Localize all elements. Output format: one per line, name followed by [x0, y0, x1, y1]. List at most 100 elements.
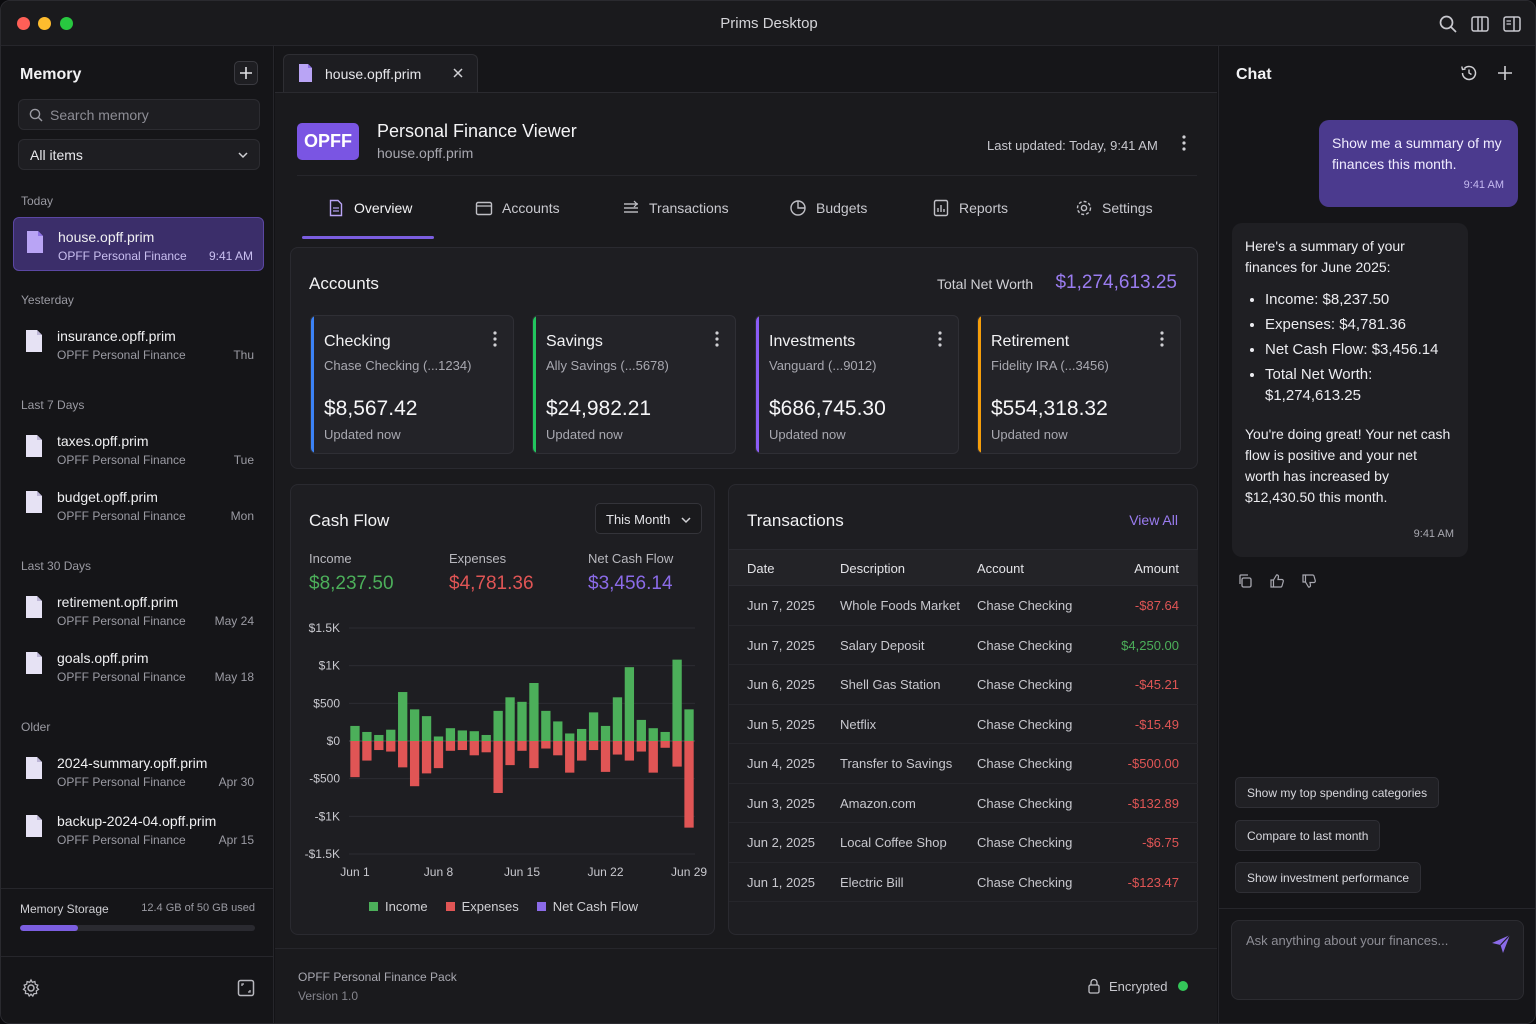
- chat-panel: Chat Show me a summary of my finances th…: [1218, 46, 1535, 1023]
- transfer-icon: [624, 200, 638, 213]
- suggestion-compare-last-month[interactable]: Compare to last month: [1235, 820, 1381, 851]
- tx-account: Chase Checking: [977, 598, 1073, 613]
- tx-amount: -$123.47: [1127, 874, 1179, 890]
- more-options-icon[interactable]: [487, 330, 503, 348]
- expense-bar: [350, 741, 360, 778]
- active-tab-indicator: [302, 236, 434, 239]
- tx-description: Netflix: [840, 716, 877, 732]
- memory-item[interactable]: house.opff.prim OPFF Personal Finance 9:41…: [13, 217, 264, 271]
- account-card-savings[interactable]: Savings Ally Savings (...5678) $24,982.21 U…: [532, 315, 736, 454]
- suggestion-investment-performance[interactable]: Show investment performance: [1235, 862, 1422, 893]
- income-bar: [445, 728, 456, 741]
- tab-budgets[interactable]: Budgets: [789, 176, 867, 240]
- view-all-link[interactable]: View All: [1129, 512, 1178, 528]
- memory-item-time: Apr 30: [218, 775, 254, 789]
- minimize-window-button[interactable]: [38, 17, 51, 30]
- tx-amount: $4,250.00: [1121, 637, 1179, 653]
- send-icon[interactable]: [1490, 933, 1512, 955]
- expense-bar: [648, 741, 658, 773]
- close-icon[interactable]: [451, 66, 465, 80]
- status-dot: [1178, 981, 1188, 991]
- memory-search-input[interactable]: [50, 100, 250, 129]
- document-icon: [26, 596, 42, 618]
- y-tick-label: -$1.5K: [305, 847, 340, 861]
- history-icon[interactable]: [1459, 63, 1479, 83]
- viewer-subtitle: house.opff.prim: [377, 145, 474, 161]
- divider: [1, 888, 274, 889]
- account-card-checking[interactable]: Checking Chase Checking (...1234) $8,567.4…: [310, 315, 514, 454]
- account-name: Retirement: [991, 333, 1070, 350]
- table-row[interactable]: Jun 7, 2025 Salary Deposit Chase Checking $…: [729, 626, 1198, 665]
- memory-item[interactable]: goals.opff.prim OPFF Personal Finance May …: [13, 639, 264, 693]
- more-options-icon[interactable]: [1154, 330, 1170, 348]
- memory-item[interactable]: insurance.opff.prim OPFF Personal Finance…: [13, 317, 264, 371]
- income-bar: [660, 731, 670, 741]
- memory-item[interactable]: taxes.opff.prim OPFF Personal Finance Tue: [13, 422, 264, 476]
- file-tab[interactable]: house.opff.prim: [283, 54, 478, 92]
- more-options-icon[interactable]: [932, 330, 948, 348]
- maximize-window-button[interactable]: [60, 17, 73, 30]
- table-row[interactable]: Jun 5, 2025 Netflix Chase Checking -$15.49: [729, 705, 1198, 744]
- tab-reports[interactable]: Reports: [932, 176, 1008, 240]
- header-account: Account: [977, 561, 1024, 576]
- tx-date: Jun 5, 2025: [747, 716, 815, 732]
- tab-label: Settings: [1102, 200, 1153, 216]
- group-today: Today: [21, 194, 54, 208]
- tab-label: Accounts: [502, 200, 560, 216]
- table-row[interactable]: Jun 6, 2025 Shell Gas Station Chase Checki…: [729, 665, 1198, 705]
- tx-date: Jun 7, 2025: [747, 598, 815, 613]
- tab-settings[interactable]: Settings: [1075, 176, 1153, 240]
- memory-item[interactable]: retirement.opff.prim OPFF Personal Financ…: [13, 583, 264, 637]
- income-bar: [409, 709, 420, 741]
- storage-bar-fill: [20, 925, 79, 931]
- more-options-icon[interactable]: [1176, 134, 1192, 152]
- memory-item-time: 9:41 AM: [208, 249, 253, 263]
- expense-bar: [493, 741, 503, 793]
- expense-bar: [362, 741, 372, 761]
- tab-transactions[interactable]: Transactions: [622, 176, 729, 240]
- copy-icon[interactable]: [1237, 573, 1253, 589]
- split-view-icon[interactable]: [1470, 14, 1490, 34]
- table-row[interactable]: Jun 1, 2025 Electric Bill Chase Checking -$…: [729, 863, 1198, 902]
- memory-item[interactable]: budget.opff.prim OPFF Personal Finance Mon: [13, 478, 264, 532]
- add-memory-button[interactable]: [234, 61, 258, 85]
- table-row[interactable]: Jun 7, 2025 Whole Foods Market Chase Check…: [729, 586, 1198, 626]
- chat-input-box: [1231, 920, 1524, 1000]
- table-row[interactable]: Jun 2, 2025 Local Coffee Shop Chase Checki…: [729, 823, 1198, 863]
- more-options-icon[interactable]: [709, 330, 725, 348]
- memory-item[interactable]: 2024-summary.opff.prim OPFF Personal Fina…: [13, 744, 264, 798]
- memory-filter-select[interactable]: All items: [18, 139, 260, 170]
- account-balance: $8,567.42: [324, 397, 418, 420]
- suggestion-spending-categories[interactable]: Show my top spending categories: [1235, 777, 1440, 808]
- memory-item[interactable]: backup-2024-04.opff.prim OPFF Personal Fi…: [13, 802, 264, 856]
- net-worth-label: Total Net Worth: [937, 276, 1034, 292]
- search-icon[interactable]: [1438, 14, 1458, 34]
- sidebar-toggle-icon[interactable]: [1502, 14, 1522, 34]
- summary-list: Income: $8,237.50 Expenses: $4,781.36 Ne…: [1245, 289, 1455, 406]
- gear-icon[interactable]: [21, 978, 41, 998]
- tx-date: Jun 2, 2025: [747, 835, 815, 850]
- thumbs-up-icon[interactable]: [1269, 573, 1285, 589]
- tab-accounts[interactable]: Accounts: [475, 176, 560, 240]
- chart-legend: Income Expenses Net Cash Flow: [291, 899, 716, 914]
- income-bar: [433, 736, 444, 741]
- table-row[interactable]: Jun 3, 2025 Amazon.com Chase Checking -$132…: [729, 784, 1198, 823]
- message-timestamp: 9:41 AM: [1413, 528, 1454, 540]
- tab-overview[interactable]: Overview: [327, 176, 412, 240]
- income-bar: [648, 728, 658, 741]
- last-updated: Last updated: Today, 9:41 AM: [987, 138, 1158, 153]
- new-chat-icon[interactable]: [1495, 63, 1515, 83]
- table-row[interactable]: Jun 4, 2025 Transfer to Savings Chase Chec…: [729, 744, 1198, 784]
- file-tab-label: house.opff.prim: [325, 66, 422, 82]
- account-card-retirement[interactable]: Retirement Fidelity IRA (...3456) $554,318…: [977, 315, 1181, 454]
- close-window-button[interactable]: [17, 17, 30, 30]
- expense-bar: [660, 741, 670, 748]
- chat-input[interactable]: [1246, 933, 1476, 973]
- layout-icon[interactable]: [236, 978, 256, 998]
- account-balance: $686,745.30: [769, 397, 886, 420]
- income-bar: [624, 667, 635, 741]
- account-card-investments[interactable]: Investments Vanguard (...9012) $686,745.30…: [755, 315, 959, 454]
- period-select[interactable]: This Month: [595, 503, 702, 534]
- thumbs-down-icon[interactable]: [1301, 573, 1317, 589]
